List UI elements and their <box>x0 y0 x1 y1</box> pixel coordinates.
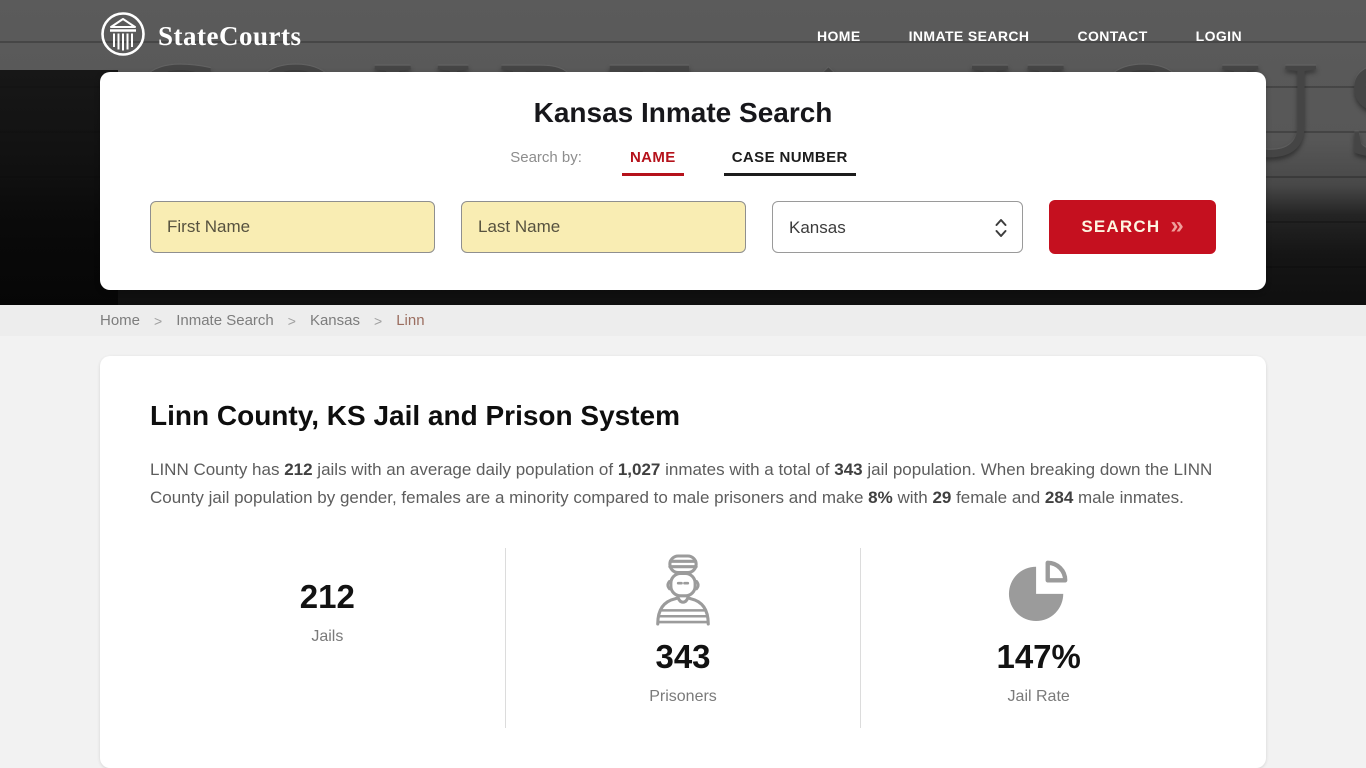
state-select-wrap: Kansas <box>772 201 1023 254</box>
stat-number: 29 <box>932 488 952 507</box>
text-segment: LINN County has <box>150 460 285 479</box>
statecourts-logo-icon <box>100 11 146 62</box>
text-segment: male inmates. <box>1073 488 1184 507</box>
search-card-title: Kansas Inmate Search <box>533 97 833 128</box>
brand-name: StateCourts <box>158 20 302 51</box>
text-segment: jails with an average daily population o… <box>312 460 618 479</box>
breadcrumb: Home > Inmate Search > Kansas > Linn <box>0 305 1366 336</box>
page-title: Linn County, KS Jail and Prison System <box>150 400 681 431</box>
breadcrumb-inmate-search[interactable]: Inmate Search <box>176 312 274 329</box>
search-by-tabs: Search by: NAME CASE NUMBER <box>150 149 1216 176</box>
text-segment: jail population. When breaking down the … <box>150 460 1213 507</box>
state-select[interactable]: Kansas <box>772 201 1023 253</box>
county-summary-paragraph: LINN County has 212 jails with an averag… <box>150 456 1216 512</box>
jail-rate-label: Jail Rate <box>1007 688 1070 705</box>
breadcrumb-home[interactable]: Home <box>100 312 141 329</box>
site-header: COURT ◆ HOUSE StateCourts HOME INMATE SE <box>0 0 1366 305</box>
search-button[interactable]: SEARCH » <box>1049 200 1216 254</box>
stat-number: 8% <box>868 488 893 507</box>
stat-number: 1,027 <box>617 460 661 479</box>
chevron-right-icon: > <box>374 312 383 329</box>
text-segment: inmates with a total of <box>660 460 835 479</box>
chevron-right-icon: > <box>154 312 163 329</box>
stat-prisoners: 343 Prisoners <box>504 548 861 728</box>
inmate-search-card: Kansas Inmate Search Search by: NAME CAS… <box>100 72 1266 290</box>
prisoners-count: 343 <box>655 638 711 675</box>
top-bar: StateCourts HOME INMATE SEARCH CONTACT L… <box>0 0 1366 72</box>
stat-number: 284 <box>1044 488 1074 507</box>
jail-rate-value: 147% <box>996 638 1081 675</box>
text-segment: female and <box>951 488 1045 507</box>
search-by-label: Search by: <box>510 149 582 166</box>
breadcrumb-current-linn: Linn <box>396 312 425 329</box>
stats-row: 212 Jails 343 <box>150 548 1216 728</box>
text-segment: with <box>892 488 933 507</box>
nav-inmate-search[interactable]: INMATE SEARCH <box>908 28 1030 44</box>
first-name-input[interactable] <box>150 201 435 253</box>
last-name-input[interactable] <box>461 201 746 253</box>
tab-case-number[interactable]: CASE NUMBER <box>723 149 856 176</box>
jails-count: 212 <box>299 578 355 615</box>
breadcrumb-kansas[interactable]: Kansas <box>309 312 360 329</box>
stat-number: 212 <box>284 460 313 479</box>
county-content-card: Linn County, KS Jail and Prison System L… <box>100 356 1266 768</box>
stat-jail-rate: 147% Jail Rate <box>860 548 1216 728</box>
header-photo-shadow <box>0 70 118 305</box>
search-form: Kansas SEARCH » <box>150 200 1216 254</box>
chevron-right-icon: > <box>287 312 296 329</box>
double-chevron-right-icon: » <box>1170 211 1184 239</box>
prisoner-icon <box>506 552 861 628</box>
stat-number: 343 <box>834 460 863 479</box>
tab-name[interactable]: NAME <box>621 149 684 176</box>
prisoners-label: Prisoners <box>649 688 717 705</box>
nav-contact[interactable]: CONTACT <box>1077 28 1148 44</box>
main-nav: HOME INMATE SEARCH CONTACT LOGIN <box>817 28 1242 44</box>
stat-jails: 212 Jails <box>150 548 505 728</box>
nav-login[interactable]: LOGIN <box>1195 28 1242 44</box>
search-button-label: SEARCH <box>1081 217 1161 236</box>
pie-chart-icon <box>861 552 1216 628</box>
brand-logo[interactable]: StateCourts <box>100 11 301 62</box>
nav-home[interactable]: HOME <box>817 28 861 44</box>
jails-label: Jails <box>311 628 344 645</box>
